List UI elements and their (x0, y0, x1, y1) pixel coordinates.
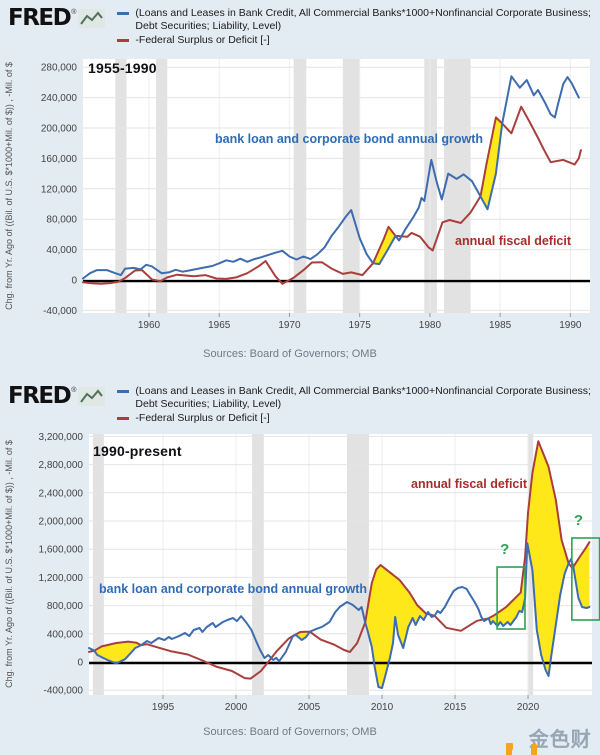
y-tick-label: 40,000 (46, 245, 77, 256)
gap-highlight (480, 117, 503, 210)
y-tick-label: 400,000 (47, 629, 84, 640)
gap-highlight (365, 565, 435, 688)
y-tick-label: 280,000 (41, 63, 78, 74)
recession-band (342, 59, 360, 313)
bottom-period-label: 1990-present (93, 443, 182, 459)
recession-band (252, 434, 264, 695)
legend-item-deficit: -Federal Surplus or Deficit [-] (117, 34, 592, 47)
recession-band (293, 59, 307, 313)
top-period-label: 1955-1990 (88, 60, 157, 76)
x-tick-label: 2005 (298, 702, 321, 713)
gap-highlight (573, 542, 590, 608)
y-tick-label: 2,800,000 (39, 460, 84, 471)
y-tick-label: 2,400,000 (39, 488, 84, 499)
y-tick-label: 200,000 (41, 124, 78, 135)
fred-sparkline-icon (78, 387, 106, 406)
blue-line-swatch (117, 390, 130, 393)
gap-highlight (94, 641, 142, 664)
y-tick-label: 240,000 (41, 93, 78, 104)
gap-highlight (488, 441, 569, 676)
legend-item-loans: (Loans and Leases in Bank Credit, All Co… (117, 7, 592, 33)
question-mark: ? (574, 512, 583, 529)
highlight-box (496, 566, 526, 630)
deficit-line (82, 105, 582, 285)
recession-band (346, 434, 369, 695)
blue-line-swatch (117, 12, 130, 15)
recession-band (92, 434, 104, 695)
registered-mark: ® (71, 387, 77, 394)
top-legend: (Loans and Leases in Bank Credit, All Co… (117, 7, 592, 48)
x-tick-label: 1990 (559, 320, 582, 331)
bottom-legend: (Loans and Leases in Bank Credit, All Co… (117, 385, 592, 426)
y-tick-label: 800,000 (47, 601, 84, 612)
x-tick-label: 1960 (138, 320, 161, 331)
x-tick-label: 2015 (444, 702, 467, 713)
jinse-logo-icon (506, 742, 537, 755)
legend-label: (Loans and Leases in Bank Credit, All Co… (135, 7, 591, 32)
recession-band (443, 59, 471, 313)
bottom-blue-annotation: bank loan and corporate bond annual grow… (99, 582, 368, 596)
loans-bonds-line (82, 75, 580, 280)
y-tick-label: 3,200,000 (39, 432, 84, 443)
top-sources-line: Sources: Board of Governors; OMB (203, 348, 377, 360)
x-tick-label: 1980 (419, 320, 442, 331)
watermark: 金色财经 (506, 723, 600, 755)
plot-area (89, 434, 592, 695)
x-tick-label: 2020 (517, 702, 540, 713)
fred-logo: FRED ® (8, 5, 106, 31)
bottom-y-axis-label: Chg. from Yr. Ago of ((Bil. of U.S. $*10… (4, 440, 14, 688)
x-tick-label: 2000 (225, 702, 248, 713)
legend-label: -Federal Surplus or Deficit [-] (135, 412, 270, 424)
top-blue-annotation: bank loan and corporate bond annual grow… (215, 132, 484, 146)
x-tick-label: 1975 (349, 320, 372, 331)
legend-label: -Federal Surplus or Deficit [-] (135, 34, 270, 46)
fred-sparkline-icon (78, 9, 106, 28)
x-tick-label: 1970 (278, 320, 301, 331)
watermark-text: 金色财经 (528, 729, 592, 751)
red-line-swatch (117, 417, 130, 420)
legend-item-deficit: -Federal Surplus or Deficit [-] (117, 412, 592, 425)
question-mark: ? (500, 541, 509, 558)
legend-label: (Loans and Leases in Bank Credit, All Co… (135, 385, 591, 410)
bottom-chart-header: FRED ® (Loans and Leases in Bank Credit,… (8, 385, 592, 426)
y-tick-label: -400,000 (44, 686, 84, 697)
recession-band (115, 59, 127, 313)
y-tick-label: 0 (77, 658, 83, 669)
top-y-axis-label: Chg. from Yr. Ago of ((Bil. of U.S. $*10… (4, 62, 14, 310)
fred-logo-text: FRED (8, 5, 72, 31)
loans-bonds-line (88, 542, 591, 689)
legend-item-loans: (Loans and Leases in Bank Credit, All Co… (117, 385, 592, 411)
y-tick-label: 80,000 (46, 215, 77, 226)
y-tick-label: 1,200,000 (39, 573, 84, 584)
y-tick-label: 1,600,000 (39, 545, 84, 556)
y-tick-label: -40,000 (43, 306, 77, 317)
top-red-annotation: annual fiscal deficit (455, 234, 572, 248)
top-chart-header: FRED ® (Loans and Leases in Bank Credit,… (8, 7, 592, 48)
x-tick-label: 2010 (371, 702, 394, 713)
x-tick-label: 1985 (489, 320, 512, 331)
bottom-red-annotation: annual fiscal deficit (411, 477, 528, 491)
red-line-swatch (117, 39, 130, 42)
fred-logo: FRED ® (8, 383, 106, 409)
x-tick-label: 1965 (208, 320, 231, 331)
recession-band (156, 59, 168, 313)
gap-highlight (373, 226, 396, 265)
y-tick-label: 120,000 (41, 184, 78, 195)
registered-mark: ® (71, 9, 77, 16)
y-tick-label: 160,000 (41, 154, 78, 165)
bottom-sources-line: Sources: Board of Governors; OMB (203, 726, 377, 738)
fred-logo-text: FRED (8, 383, 72, 409)
y-tick-label: 0 (71, 276, 77, 287)
x-tick-label: 1995 (152, 702, 175, 713)
y-tick-label: 2,000,000 (39, 517, 84, 528)
